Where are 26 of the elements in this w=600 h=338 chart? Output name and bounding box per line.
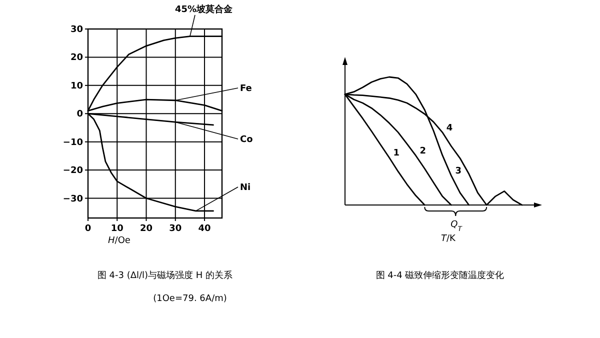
x-tick-label: 30 <box>169 224 182 234</box>
text: Co <box>240 135 253 145</box>
text: Fe <box>240 84 252 94</box>
y-tick-label: 10 <box>70 81 83 92</box>
text: 图 4-3 (Δl/l)与磁场强度 H 的关系 <box>97 270 233 281</box>
y-tick-label: −20 <box>62 166 83 176</box>
series-label: 2 <box>420 146 426 157</box>
y-tick-label: −10 <box>62 138 83 148</box>
x-tick-label: 20 <box>140 224 153 234</box>
text: 45%坡莫合金 <box>175 4 234 15</box>
text: 图 4-4 磁致伸缩形变随温度变化 <box>376 270 504 281</box>
series-label: 3 <box>455 166 462 177</box>
x-tick-label: 40 <box>198 224 211 234</box>
x-tick-label: 0 <box>84 224 92 234</box>
series-label: 4 <box>446 123 453 134</box>
y-tick-label: 30 <box>70 25 83 35</box>
x-tick-label: 10 <box>110 224 124 234</box>
y-tick-label: 20 <box>70 53 83 64</box>
text: Ni <box>240 183 251 193</box>
y-tick-label: 0 <box>76 110 83 120</box>
x-axis-title: H/Oe <box>108 236 131 246</box>
y-tick-label: −30 <box>62 194 83 204</box>
text: Q$_{T}$ <box>450 220 463 233</box>
x-axis-title: T/K <box>441 234 457 244</box>
series-label: 1 <box>393 148 400 159</box>
text: (1Oe=79. 6A/m) <box>153 294 227 304</box>
